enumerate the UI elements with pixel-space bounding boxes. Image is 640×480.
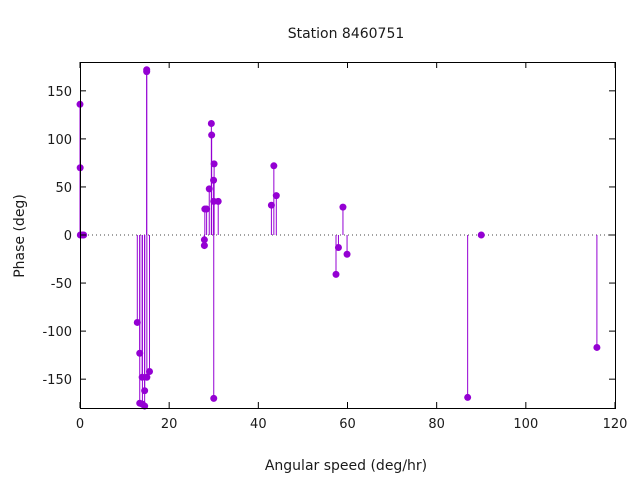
data-point: [593, 343, 601, 351]
chart-title: Station 8460751: [288, 26, 405, 42]
data-point: [141, 402, 149, 410]
data-point: [208, 131, 216, 139]
x-axis-label: Angular speed (deg/hr): [265, 458, 427, 474]
data-point: [143, 373, 151, 381]
y-tick-label: 100: [47, 133, 72, 148]
y-tick-label: 150: [47, 85, 72, 100]
x-tick-label: 40: [250, 417, 267, 432]
x-tick-label: 0: [76, 417, 84, 432]
data-point: [133, 318, 141, 326]
x-tick-label: 120: [603, 417, 628, 432]
data-point: [477, 231, 485, 239]
x-tick-label: 100: [513, 417, 538, 432]
data-point: [343, 250, 351, 258]
y-tick-label: -150: [42, 373, 72, 388]
x-tick-label: 20: [161, 417, 178, 432]
data-point: [203, 205, 211, 213]
data-point: [464, 393, 472, 401]
data-point: [205, 185, 213, 193]
y-tick-label: -50: [51, 277, 72, 292]
data-point: [332, 270, 340, 278]
y-axis-label: Phase (deg): [12, 194, 28, 278]
data-point: [200, 236, 208, 244]
data-point: [210, 176, 218, 184]
data-point: [270, 162, 278, 170]
data-point: [272, 192, 280, 200]
y-tick-label: -100: [42, 325, 72, 340]
data-point: [207, 120, 215, 128]
data-point: [267, 201, 275, 209]
x-tick-label: 80: [428, 417, 445, 432]
data-point: [339, 203, 347, 211]
data-point: [146, 367, 154, 375]
data-point: [334, 243, 342, 251]
data-point: [143, 66, 151, 74]
data-point: [136, 349, 144, 357]
data-marks: [76, 66, 601, 410]
data-point: [210, 160, 218, 168]
axis-ticks: 0 20 40 60 80 100 120 -150 -100 -50 0 50 100 150: [42, 62, 627, 432]
data-point: [210, 394, 218, 402]
data-point: [141, 387, 149, 395]
data-point: [200, 242, 208, 250]
x-tick-label: 60: [339, 417, 356, 432]
y-tick-label: 50: [55, 181, 72, 196]
y-tick-label: 0: [64, 229, 72, 244]
data-point: [214, 197, 222, 205]
